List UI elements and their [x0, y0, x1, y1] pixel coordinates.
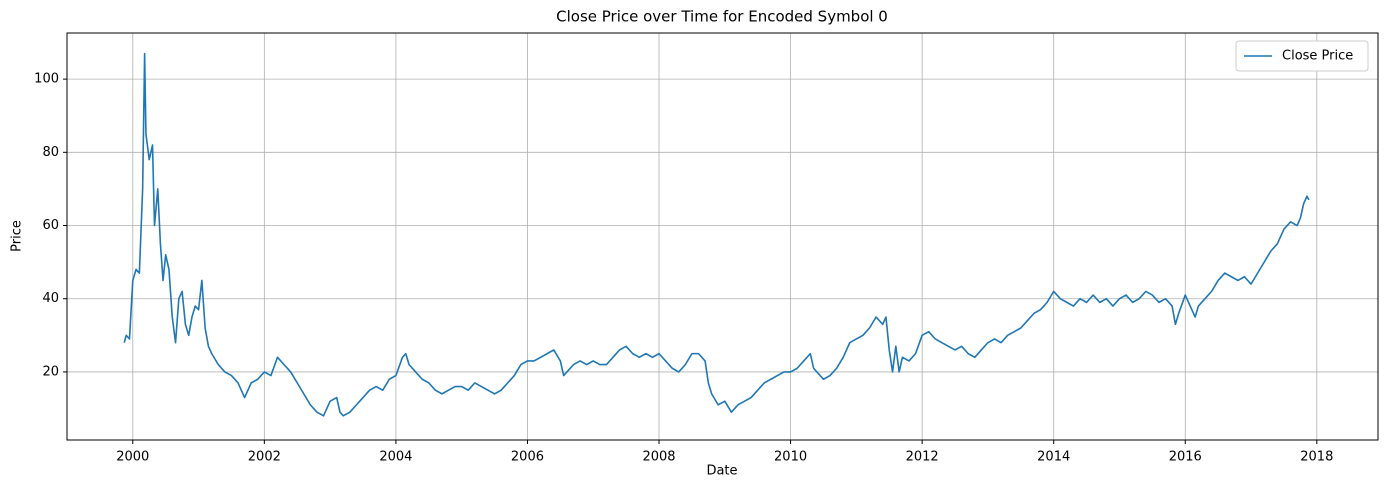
x-tick-label: 2016	[1169, 450, 1202, 465]
line-series	[123, 52, 1310, 417]
x-tick-label: 2014	[1037, 450, 1070, 465]
x-tick-label: 2008	[642, 450, 675, 465]
y-tick-label: 80	[42, 145, 59, 160]
x-tick-label: 2002	[248, 450, 281, 465]
legend: Close Price	[1235, 40, 1369, 72]
y-tick-label: 20	[42, 364, 59, 379]
x-tick-label: 2012	[906, 450, 939, 465]
x-tick-label: 2006	[511, 450, 544, 465]
x-tick-label: 2004	[379, 450, 412, 465]
axes-frame	[66, 32, 1379, 441]
x-axis-label: Date	[706, 464, 737, 479]
chart-title: Close Price over Time for Encoded Symbol…	[556, 8, 888, 26]
y-tick-label: 100	[34, 72, 59, 87]
y-tick-label: 60	[42, 218, 59, 233]
x-tick-label: 2018	[1300, 450, 1333, 465]
y-axis-label: Price	[10, 220, 25, 252]
legend-label: Close Price	[1282, 49, 1353, 64]
plot-area	[123, 52, 1310, 417]
x-tick-label: 2010	[774, 450, 807, 465]
grid: 2000 2002 2004 2006 2008 2010 2012 2014 2016 2018…	[34, 33, 1378, 465]
legend-box	[1235, 40, 1369, 72]
x-tick-label: 2000	[116, 450, 149, 465]
y-tick-label: 40	[42, 291, 59, 306]
